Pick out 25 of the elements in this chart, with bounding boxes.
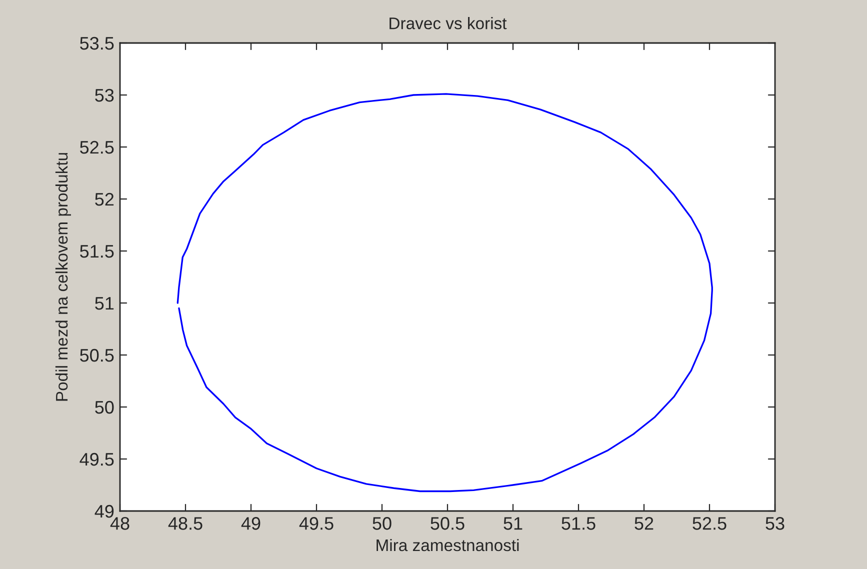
x-axis-title: Mira zamestnanosti xyxy=(376,538,519,552)
x-tick-label: 48.5 xyxy=(168,517,202,530)
x-tick-label: 52.5 xyxy=(692,517,726,530)
x-tick-label: 51.5 xyxy=(562,517,596,530)
line-series xyxy=(176,93,713,492)
x-tick-label: 49.5 xyxy=(299,517,334,530)
y-tick-label: 52 xyxy=(95,192,114,206)
y-tick-label: 51 xyxy=(95,297,114,310)
y-axis-title: Podil mezd na celkovem produktu xyxy=(55,153,71,401)
y-tick-label: 52.5 xyxy=(80,140,114,154)
y-tick-label: 49.5 xyxy=(80,452,114,466)
y-tick-label: 49 xyxy=(94,504,114,518)
y-tick-label: 51.5 xyxy=(80,245,114,258)
x-tick-label: 50.5 xyxy=(430,517,464,530)
x-tick-label: 52 xyxy=(634,517,654,530)
y-tick-label: 53.5 xyxy=(80,36,114,50)
x-tick-label: 53 xyxy=(766,517,784,530)
x-tick-label: 51 xyxy=(504,517,522,530)
x-tick-label: 49 xyxy=(241,517,260,530)
x-tick-label: 48 xyxy=(110,517,130,530)
y-tick-label: 53 xyxy=(95,88,114,102)
chart-title: Dravec vs korist xyxy=(390,17,507,30)
y-tick-label: 50 xyxy=(95,400,114,414)
x-tick-label: 50 xyxy=(372,517,392,530)
y-tick-label: 50.5 xyxy=(80,348,114,362)
